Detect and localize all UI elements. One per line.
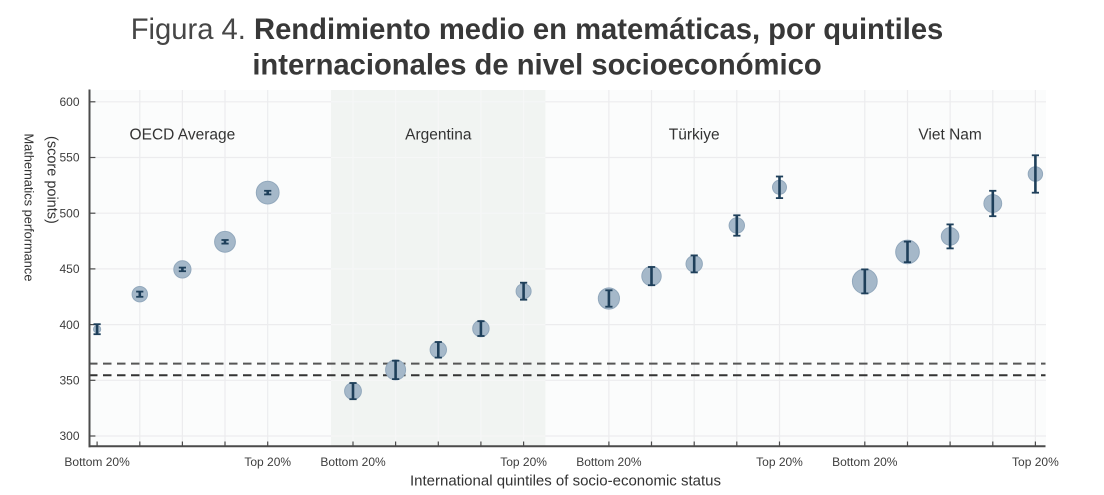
svg-text:600: 600 bbox=[59, 95, 79, 109]
svg-text:Top 20%: Top 20% bbox=[244, 455, 291, 469]
svg-text:Bottom 20%: Bottom 20% bbox=[64, 455, 130, 469]
svg-text:OECD Average: OECD Average bbox=[130, 127, 236, 144]
svg-text:350: 350 bbox=[59, 374, 79, 388]
svg-text:Top 20%: Top 20% bbox=[500, 455, 547, 469]
svg-text:Mathematics performance: Mathematics performance bbox=[22, 134, 37, 282]
svg-text:Figura 4. Rendimiento medio en: Figura 4. Rendimiento medio en matemátic… bbox=[131, 14, 944, 46]
svg-text:450: 450 bbox=[59, 262, 79, 276]
svg-text:Bottom 20%: Bottom 20% bbox=[320, 455, 386, 469]
svg-text:Bottom 20%: Bottom 20% bbox=[832, 455, 898, 469]
svg-text:550: 550 bbox=[59, 151, 79, 165]
svg-text:400: 400 bbox=[59, 318, 79, 332]
svg-text:International quintiles of soc: International quintiles of socio-economi… bbox=[410, 473, 721, 490]
svg-text:(score points): (score points) bbox=[44, 136, 60, 224]
svg-text:Viet Nam: Viet Nam bbox=[918, 127, 981, 144]
svg-text:500: 500 bbox=[59, 206, 79, 220]
svg-text:Top 20%: Top 20% bbox=[1012, 455, 1059, 469]
svg-text:Bottom 20%: Bottom 20% bbox=[576, 455, 642, 469]
svg-text:Türkiye: Türkiye bbox=[669, 127, 720, 144]
svg-text:300: 300 bbox=[59, 429, 79, 443]
svg-text:Top 20%: Top 20% bbox=[756, 455, 803, 469]
svg-text:Argentina: Argentina bbox=[405, 127, 472, 144]
svg-text:internacionales de nivel socio: internacionales de nivel socioeconómico bbox=[252, 50, 821, 82]
